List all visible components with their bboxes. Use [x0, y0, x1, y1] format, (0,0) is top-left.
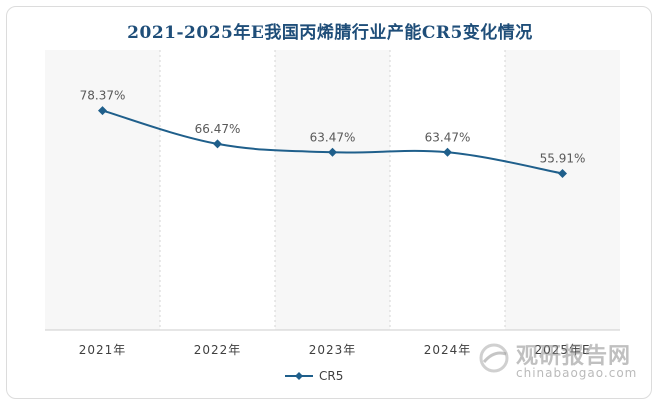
data-point	[558, 168, 567, 178]
watermark-logo-icon	[479, 343, 509, 373]
background-band	[390, 50, 505, 330]
data-point	[443, 147, 452, 157]
data-point	[328, 147, 337, 157]
background-band	[505, 50, 620, 330]
legend-label-cr5: CR5	[319, 369, 343, 383]
data-point	[213, 139, 222, 149]
data-label: 78.37%	[80, 89, 126, 103]
legend-marker	[295, 372, 303, 380]
chart-title: 2021-2025年E我国丙烯腈行业产能CR5变化情况	[127, 23, 533, 43]
watermark: 观研报告网 chinabaogao.com	[478, 336, 648, 386]
x-tick-label: 2024年	[424, 343, 472, 357]
data-point	[98, 106, 107, 116]
data-label: 55.91%	[540, 151, 586, 165]
background-band	[160, 50, 275, 330]
watermark-url: chinabaogao.com	[516, 366, 638, 380]
x-tick-label: 2021年	[79, 343, 127, 357]
background-band	[275, 50, 390, 330]
x-tick-label: 2025年E	[534, 343, 590, 357]
background-band	[45, 50, 160, 330]
watermark-name: 观研报告网	[516, 344, 632, 369]
x-tick-label: 2023年	[309, 343, 357, 357]
data-label: 63.47%	[425, 130, 471, 144]
x-tick-label: 2022年	[194, 343, 242, 357]
data-label: 66.47%	[195, 122, 241, 136]
data-label: 63.47%	[310, 130, 356, 144]
